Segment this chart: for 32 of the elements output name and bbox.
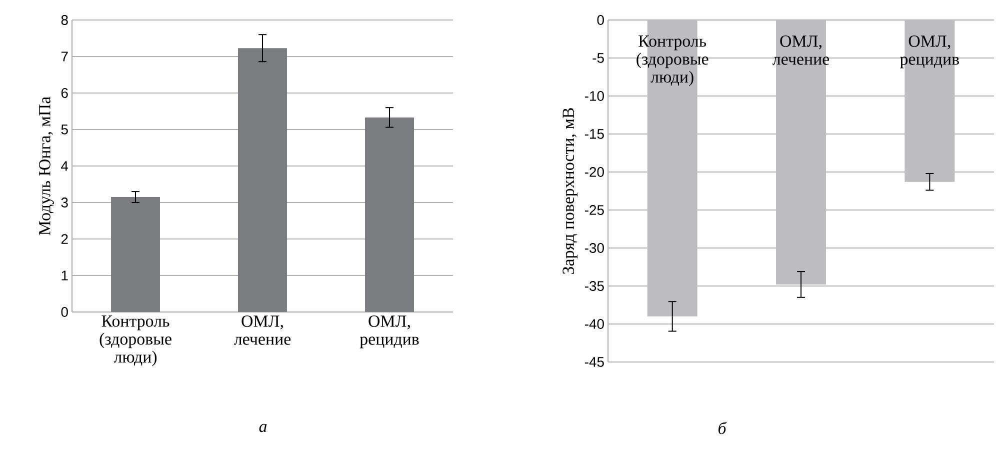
y-axis-title: Заряд поверхности, мВ — [562, 108, 578, 274]
bar — [365, 117, 414, 312]
y-tick-label: -10 — [584, 91, 604, 101]
x-tick-label: ОМЛ, лечение — [772, 36, 830, 65]
y-tick-label: -25 — [584, 205, 604, 215]
x-tick-label: Контроль (здоровые люди) — [636, 36, 708, 86]
y-tick-label: -45 — [584, 357, 604, 367]
y-tick-label: 0 — [597, 15, 604, 25]
y-tick-label: 7 — [61, 52, 68, 62]
y-tick-label: 6 — [61, 88, 68, 98]
x-tick-label: ОМЛ, рецидив — [360, 316, 419, 348]
bar — [111, 197, 160, 312]
y-tick-label: -5 — [592, 53, 604, 63]
y-tick-label: -40 — [584, 319, 604, 329]
x-tick-label: ОМЛ, рецидив — [900, 36, 959, 68]
y-tick-label: 3 — [61, 198, 68, 208]
text: а — [259, 424, 267, 432]
y-tick-label: -20 — [584, 167, 604, 177]
text: б — [718, 422, 727, 434]
y-tick-label: 0 — [61, 307, 68, 317]
y-tick-label: 5 — [61, 124, 68, 134]
y-tick-label: 2 — [61, 234, 68, 244]
y-tick-label: 4 — [61, 161, 68, 171]
bar — [238, 48, 287, 312]
y-axis-title: Модуль Юнга, мПа — [39, 96, 54, 236]
x-tick-label: ОМЛ, лечение — [234, 316, 291, 345]
y-tick-label: 8 — [61, 15, 68, 25]
x-tick-label: Контроль (здоровые люди) — [100, 316, 172, 366]
y-tick-label: -30 — [584, 243, 604, 253]
y-tick-label: -15 — [584, 129, 604, 139]
y-tick-label: -35 — [584, 281, 604, 291]
y-tick-label: 1 — [62, 270, 68, 280]
